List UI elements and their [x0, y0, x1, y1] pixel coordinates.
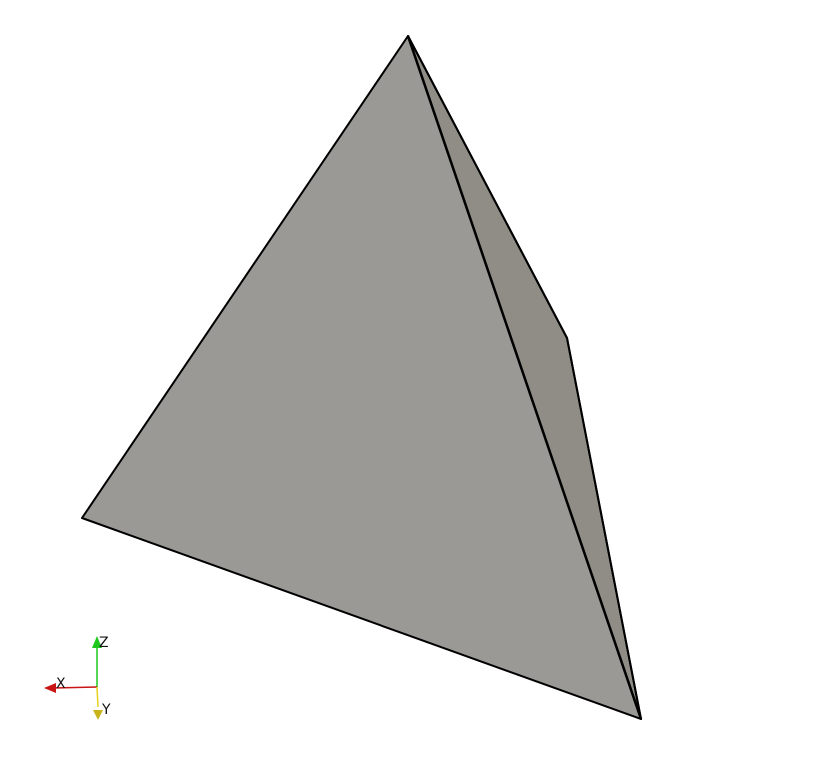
z-axis-arrow-icon — [92, 636, 102, 648]
tetrahedron-outline-edge — [407, 35, 642, 720]
z-axis-label: Z — [99, 635, 109, 651]
tetrahedron-model[interactable] — [81, 35, 643, 720]
x-axis-arrow-icon — [44, 683, 56, 693]
y-axis-line — [96, 686, 99, 708]
x-axis-line — [53, 686, 98, 689]
y-axis-arrow-icon — [93, 710, 103, 720]
tetrahedron-ridge-edge — [406, 35, 643, 720]
orientation-axes-widget: Z X Y — [44, 635, 111, 720]
x-axis-label: X — [56, 676, 66, 692]
y-axis-label: Y — [101, 702, 111, 718]
